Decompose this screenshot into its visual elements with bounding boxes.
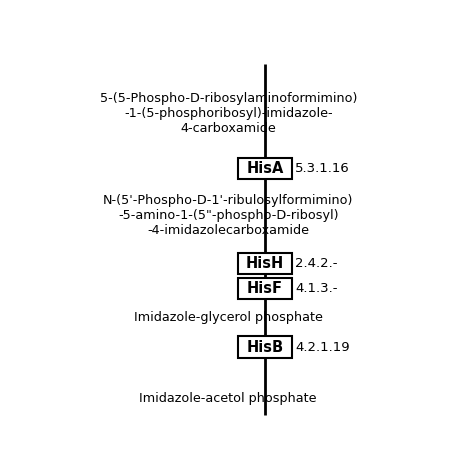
Text: 4.2.1.19: 4.2.1.19 xyxy=(295,340,350,354)
FancyBboxPatch shape xyxy=(238,278,292,299)
Text: Imidazole-glycerol phosphate: Imidazole-glycerol phosphate xyxy=(134,311,323,324)
FancyBboxPatch shape xyxy=(238,253,292,273)
Text: HisF: HisF xyxy=(247,281,283,296)
FancyBboxPatch shape xyxy=(238,158,292,179)
Text: HisA: HisA xyxy=(246,161,283,176)
Text: HisB: HisB xyxy=(246,339,283,355)
Text: 2.4.2.-: 2.4.2.- xyxy=(295,256,338,270)
FancyBboxPatch shape xyxy=(238,337,292,357)
Text: 4.1.3.-: 4.1.3.- xyxy=(295,282,338,295)
Text: 5-(5-Phospho-D-ribosylaminoformimino)
-1-(5-phosphoribosyl)-imidazole-
4-carboxa: 5-(5-Phospho-D-ribosylaminoformimino) -1… xyxy=(100,92,357,135)
Text: Imidazole-acetol phosphate: Imidazole-acetol phosphate xyxy=(139,392,317,405)
Text: N-(5'-Phospho-D-1'-ribulosylformimino)
-5-amino-1-(5"-phospho-D-ribosyl)
-4-imid: N-(5'-Phospho-D-1'-ribulosylformimino) -… xyxy=(103,194,354,237)
Text: 5.3.1.16: 5.3.1.16 xyxy=(295,162,350,175)
Text: HisH: HisH xyxy=(246,255,284,271)
